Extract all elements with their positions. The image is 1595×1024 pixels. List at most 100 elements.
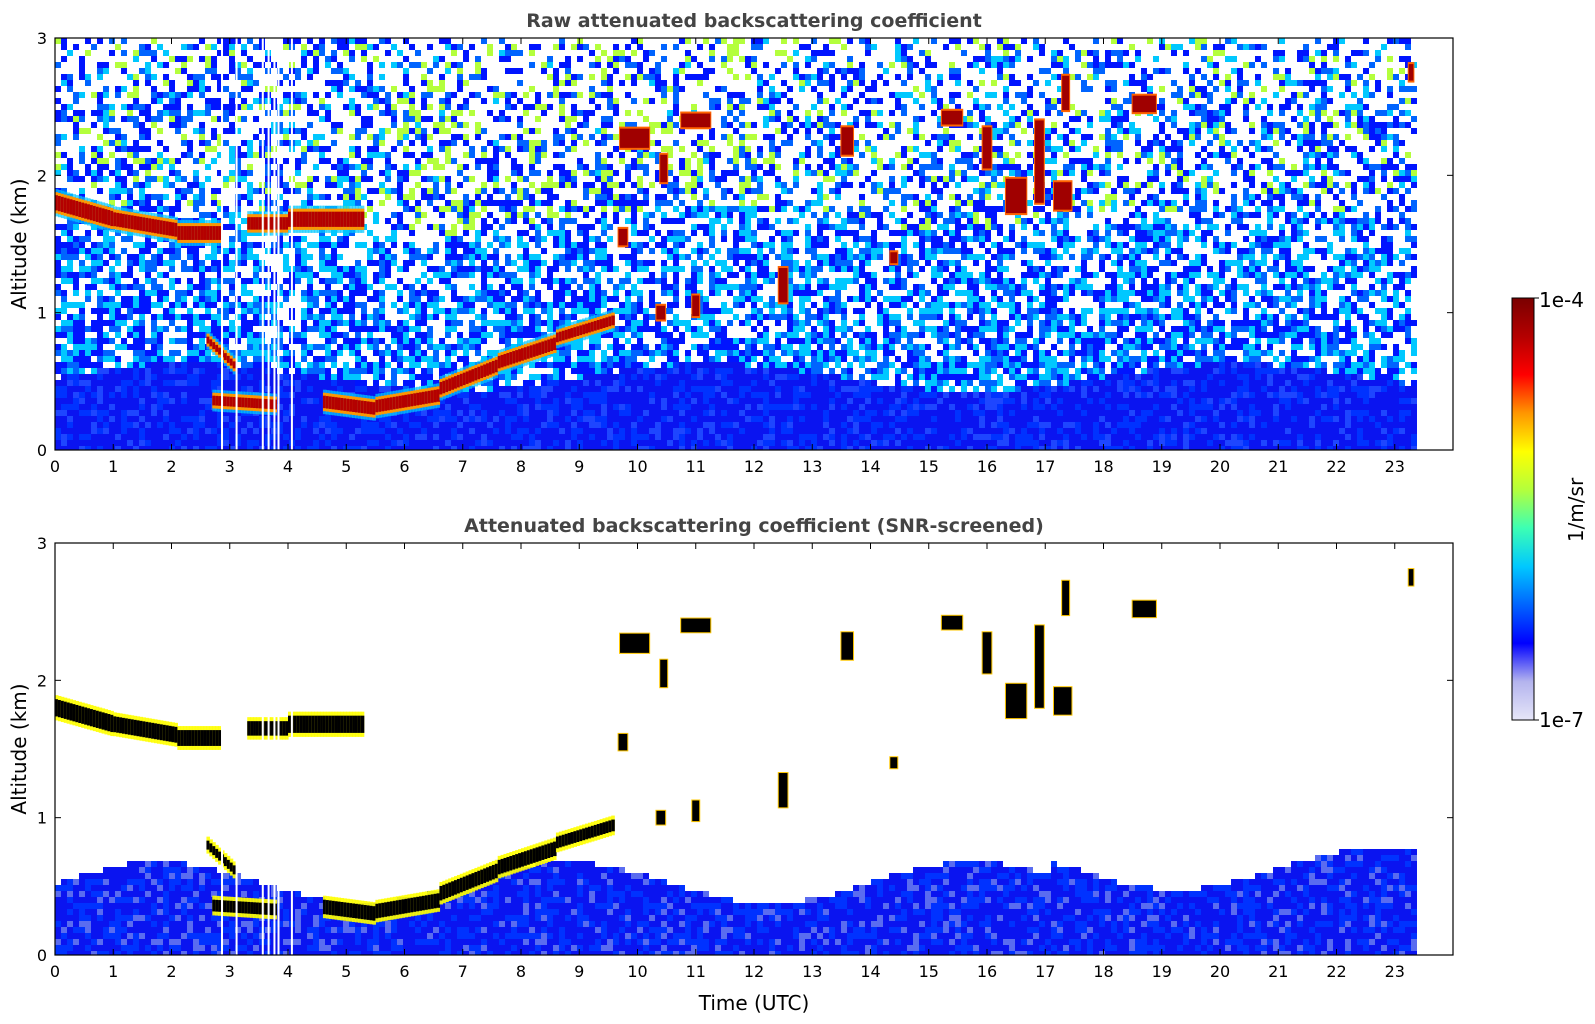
noise-cell [415,434,421,440]
noise-cell [685,320,691,326]
noise-cell [331,38,337,44]
noise-cell [643,170,649,176]
noise-cell [241,50,247,56]
noise-cell [193,248,199,254]
noise-cell [463,218,469,224]
noise-cell [397,194,403,200]
noise-cell [433,350,439,356]
noise-cell [625,392,631,398]
noise-cell [91,272,97,278]
noise-cell [253,134,259,140]
noise-cell [499,206,505,212]
noise-cell [343,44,349,50]
noise-cell [505,212,511,218]
noise-cell [127,344,133,350]
noise-cell [217,326,223,332]
noise-cell [169,386,175,392]
noise-cell [73,344,79,350]
noise-cell [697,332,703,338]
noise-cell [337,38,343,44]
noise-cell [661,122,667,128]
noise-cell [559,440,565,446]
noise-cell [319,146,325,152]
noise-cell [61,278,67,284]
noise-cell [247,182,253,188]
noise-cell [685,296,691,302]
noise-cell [193,260,199,266]
noise-cell [625,422,631,428]
noise-cell [409,152,415,158]
noise-cell [535,422,541,428]
noise-cell [421,176,427,182]
noise-cell [421,356,427,362]
noise-cell [463,212,469,218]
noise-cell [559,140,565,146]
noise-cell [511,314,517,320]
noise-cell [325,284,331,290]
noise-cell [325,416,331,422]
noise-cell [91,254,97,260]
noise-cell [673,338,679,344]
noise-cell [367,392,373,398]
noise-cell [517,230,523,236]
noise-cell [601,254,607,260]
noise-cell [571,206,577,212]
noise-cell [79,326,85,332]
noise-cell [277,290,283,296]
noise-cell [571,446,577,450]
noise-cell [463,194,469,200]
noise-cell [145,110,151,116]
noise-cell [571,116,577,122]
noise-cell [541,332,547,338]
noise-cell [115,398,121,404]
noise-cell [61,386,67,392]
noise-cell [439,206,445,212]
noise-cell [355,422,361,428]
noise-cell [571,428,577,434]
noise-cell [685,302,691,308]
noise-cell [619,386,625,392]
noise-cell [61,410,67,416]
noise-cell [529,152,535,158]
noise-cell [481,446,487,450]
noise-cell [67,428,73,434]
noise-cell [247,422,253,428]
noise-cell [91,176,97,182]
noise-cell [553,44,559,50]
noise-cell [157,398,163,404]
noise-cell [331,296,337,302]
noise-cell [397,386,403,392]
noise-cell [481,308,487,314]
noise-cell [349,152,355,158]
noise-cell [61,242,67,248]
noise-cell [343,344,349,350]
noise-cell [679,170,685,176]
noise-cell [571,314,577,320]
noise-cell [601,188,607,194]
noise-cell [193,254,199,260]
noise-cell [163,374,169,380]
noise-cell [241,302,247,308]
noise-cell [157,116,163,122]
noise-cell [55,428,61,434]
noise-cell [679,200,685,206]
noise-cell [475,236,481,242]
noise-cell [481,380,487,386]
noise-cell [79,242,85,248]
noise-cell [331,266,337,272]
noise-cell [601,128,607,134]
noise-cell [127,236,133,242]
noise-cell [313,374,319,380]
noise-cell [595,284,601,290]
noise-cell [139,308,145,314]
noise-cell [721,266,727,272]
noise-cell [571,182,577,188]
noise-cell [361,242,367,248]
noise-cell [283,158,289,164]
noise-cell [385,386,391,392]
noise-cell [199,350,205,356]
noise-cell [139,302,145,308]
noise-cell [241,374,247,380]
noise-cell [493,422,499,428]
noise-cell [445,446,451,450]
